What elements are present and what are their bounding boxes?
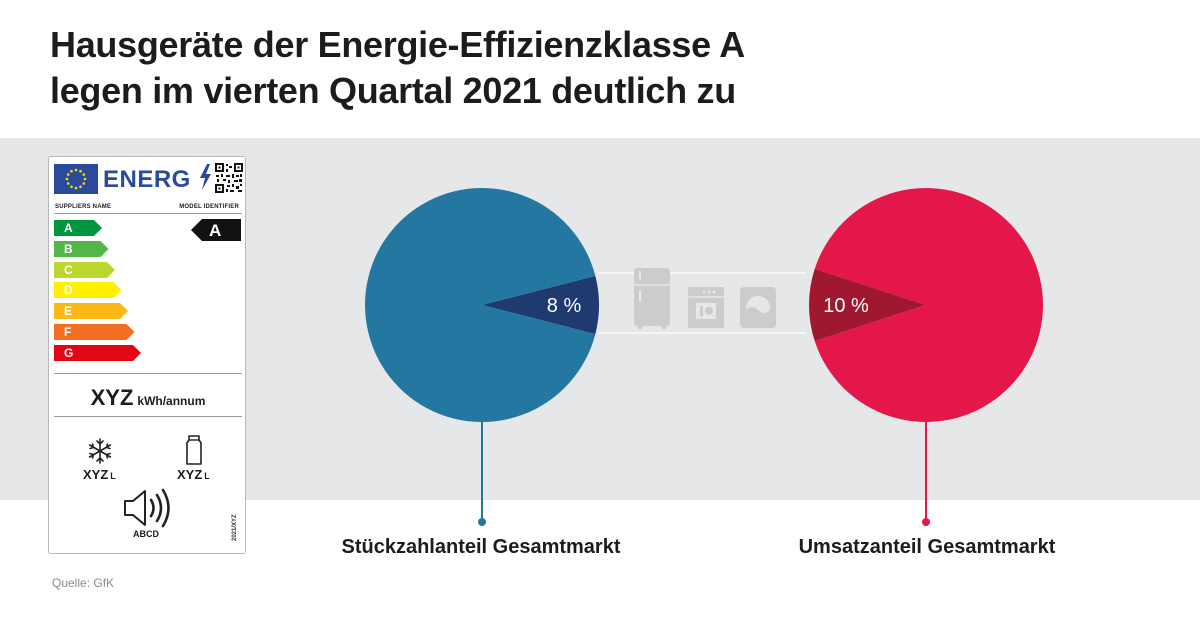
source-note: Quelle: GfK [52, 576, 115, 590]
energy-class-bar-b: B [54, 240, 109, 257]
leader-dot-units [478, 518, 486, 526]
noise-class: ABCD [133, 529, 159, 539]
pie-slice-revenue-rest [814, 188, 1043, 422]
energy-class-arrow-e [54, 303, 128, 320]
fridge-volume-value: XYZ [177, 467, 203, 482]
consumption-unit: kWh/annum [137, 394, 206, 408]
qr-code-icon [214, 162, 244, 194]
label-divider-top [54, 213, 242, 214]
energy-class-letter-g: G [64, 345, 74, 360]
bolt-icon [200, 164, 211, 190]
energy-class-bar-f: F [54, 324, 135, 340]
energy-class-bar-d: D [54, 282, 122, 299]
freezer-volume-unit: L [110, 471, 116, 481]
pie-slice-revenue-highlight [808, 268, 926, 342]
title-line-2: legen im vierten Quartal 2021 deutlich z… [50, 70, 736, 111]
energy-class-bar-c: C [54, 261, 115, 278]
energy-class-letter-e: E [64, 304, 73, 319]
class-indicator: A [209, 221, 222, 240]
pie-label-units: 8 % [547, 295, 582, 317]
class-arrow [191, 219, 241, 241]
energy-class-bar-a: A [54, 220, 102, 236]
energy-class-arrow-c [54, 261, 115, 278]
chart-title: Hausgeräte der Energie-Effizienzklasse A… [50, 22, 745, 114]
energy-class-letter-d: D [64, 283, 73, 298]
energy-label-header: ENERG [54, 162, 244, 196]
bottle-icon [186, 435, 202, 465]
model-identifier: MODEL IDENTIFIER [179, 204, 239, 210]
fridge-volume: XYZ L [177, 467, 210, 482]
pie-layer: 8 % 10 % [365, 188, 1043, 526]
speaker-icon [124, 488, 170, 528]
freezer-volume-value: XYZ [83, 467, 109, 482]
energy-label-brand: ENERG [103, 166, 191, 193]
energy-class-arrow-d [54, 282, 122, 299]
pie-slice-units-highlight [482, 275, 600, 335]
dishwasher-icon [688, 287, 724, 328]
energy-class-arrow-g [54, 344, 141, 361]
consumption-value: XYZ [90, 385, 134, 410]
leader-dot-revenue [922, 518, 930, 526]
pie-label-revenue: 10 % [823, 295, 869, 317]
title-line-1: Hausgeräte der Energie-Effizienzklasse A [50, 24, 745, 65]
pie-caption-units: Stückzahlanteil Gesamtmarkt [341, 536, 621, 558]
eu-flag-icon [54, 164, 98, 194]
energy-consumption: XYZ kWh/annum [49, 385, 247, 411]
energy-class-arrow-b [54, 240, 109, 257]
pie-slice-units-rest [365, 188, 596, 423]
label-divider-bottom [54, 416, 242, 417]
energy-class-arrow-f [54, 324, 135, 340]
energy-class-letter-c: C [64, 262, 73, 277]
fridge-volume-unit: L [204, 471, 210, 481]
pie-caption-revenue: Umsatzanteil Gesamtmarkt [798, 536, 1056, 558]
supplier-name: SUPPLIERS NAME [55, 204, 112, 210]
fridge-icon [634, 268, 670, 329]
washing-machine-icon [740, 287, 776, 328]
label-divider-middle [54, 373, 242, 374]
energy-class-bar-g: G [54, 344, 141, 361]
energy-class-letter-b: B [64, 241, 73, 256]
regulation-number: 2021/XYZ [232, 514, 238, 541]
energy-class-letter-a: A [64, 221, 73, 235]
energy-class-arrow-a [54, 220, 102, 236]
energy-class-letter-f: F [64, 325, 72, 339]
energy-class-bar-e: E [54, 303, 128, 320]
snowflake-icon [88, 438, 112, 464]
freezer-volume: XYZ L [83, 467, 116, 482]
